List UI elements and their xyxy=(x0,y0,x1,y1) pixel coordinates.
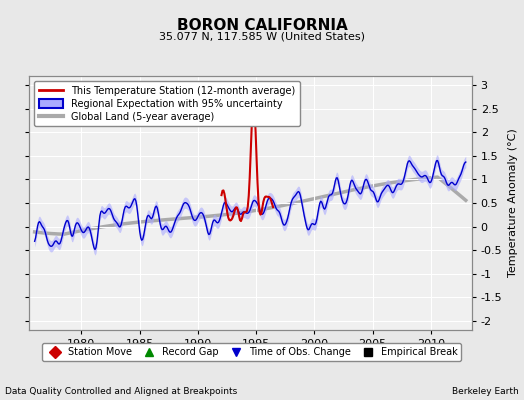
Text: 35.077 N, 117.585 W (United States): 35.077 N, 117.585 W (United States) xyxy=(159,32,365,42)
Y-axis label: Temperature Anomaly (°C): Temperature Anomaly (°C) xyxy=(508,129,518,277)
Legend: Station Move, Record Gap, Time of Obs. Change, Empirical Break: Station Move, Record Gap, Time of Obs. C… xyxy=(41,343,462,361)
Text: Data Quality Controlled and Aligned at Breakpoints: Data Quality Controlled and Aligned at B… xyxy=(5,387,237,396)
Text: BORON CALIFORNIA: BORON CALIFORNIA xyxy=(177,18,347,34)
Legend: This Temperature Station (12-month average), Regional Expectation with 95% uncer: This Temperature Station (12-month avera… xyxy=(34,81,300,126)
Text: Berkeley Earth: Berkeley Earth xyxy=(452,387,519,396)
